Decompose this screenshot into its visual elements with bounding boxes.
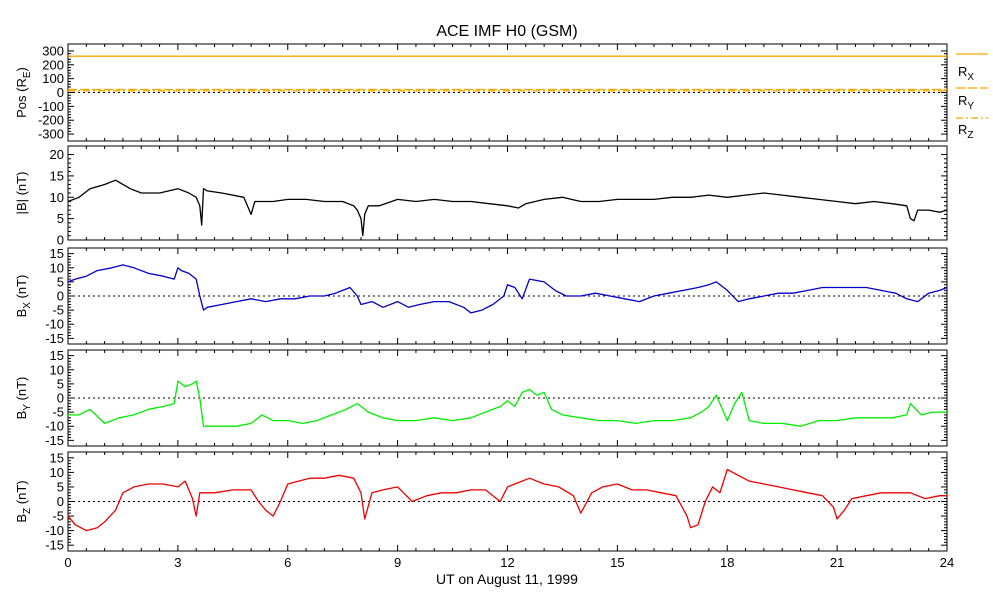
y-tick-label: 10 — [50, 362, 64, 377]
chart-title: ACE IMF H0 (GSM) — [436, 23, 577, 40]
y-tick-label: 15 — [50, 246, 64, 261]
y-tick-label: 10 — [50, 465, 64, 480]
x-tick-label: 18 — [720, 555, 734, 570]
y-tick-label: -300 — [38, 127, 64, 142]
x-tick-label: 0 — [64, 555, 71, 570]
y-tick-label: -15 — [45, 433, 64, 448]
y-tick-label: 15 — [50, 348, 64, 363]
y-tick-label: -10 — [45, 523, 64, 538]
series-line-bx — [67, 264, 948, 314]
y-tick-label: -10 — [45, 419, 64, 434]
y-tick-label: 5 — [57, 274, 64, 289]
y-axis-label: BX (nT) — [14, 275, 33, 318]
y-tick-label: 15 — [50, 450, 64, 465]
y-tick-label: 0 — [57, 233, 64, 248]
y-tick-label: 5 — [57, 376, 64, 391]
series-line-bmag — [67, 179, 948, 237]
x-axis-label: UT on August 11, 1999 — [436, 571, 578, 587]
y-tick-label: 10 — [50, 190, 64, 205]
legend-label-x: RX — [958, 64, 974, 83]
y-tick-label: -15 — [45, 331, 64, 346]
x-tick-label: 24 — [940, 555, 954, 570]
series-line-bz — [67, 468, 947, 532]
x-tick-label: 9 — [394, 555, 401, 570]
x-tick-label: 6 — [284, 555, 291, 570]
y-tick-label: -200 — [38, 113, 64, 128]
y-axis-label: |B| (nT) — [14, 172, 29, 215]
y-tick-label: 15 — [50, 168, 64, 183]
x-tick-label: 21 — [830, 555, 844, 570]
y-tick-label: 5 — [57, 211, 64, 226]
y-tick-label: 0 — [57, 494, 64, 509]
x-tick-label: 12 — [500, 555, 514, 570]
y-tick-label: -10 — [45, 317, 64, 332]
y-tick-label: -5 — [52, 405, 64, 420]
y-tick-label: -100 — [38, 99, 64, 114]
y-tick-label: 10 — [50, 260, 64, 275]
y-tick-label: -5 — [52, 509, 64, 524]
panel-frame — [67, 145, 948, 241]
y-tick-label: 0 — [57, 85, 64, 100]
x-tick-label: 3 — [174, 555, 181, 570]
y-tick-label: 5 — [57, 479, 64, 494]
y-tick-label: 20 — [50, 147, 64, 162]
y-tick-label: 200 — [42, 57, 64, 72]
legend-label-y: RY — [958, 93, 974, 112]
legend: RX RY RZ — [956, 53, 988, 141]
y-tick-label: -5 — [52, 303, 64, 318]
y-tick-label: 0 — [57, 289, 64, 304]
y-tick-label: 100 — [42, 71, 64, 86]
y-axis-label: BZ (nT) — [14, 480, 33, 522]
y-tick-label: 0 — [57, 391, 64, 406]
y-axis-label: BY (nT) — [14, 377, 33, 420]
y-axis-label: Pos (RE) — [14, 67, 33, 118]
y-tick-label: -15 — [45, 538, 64, 553]
x-tick-label: 15 — [610, 555, 624, 570]
panel-bmag: 20 15 10 5 0 |B| (nT) — [14, 145, 948, 248]
y-tick-label: 300 — [42, 43, 64, 58]
legend-label-z: RZ — [958, 122, 974, 141]
series-line-by — [68, 380, 947, 427]
x-axis: 0 3 6 9 12 15 18 21 24 — [64, 555, 954, 570]
